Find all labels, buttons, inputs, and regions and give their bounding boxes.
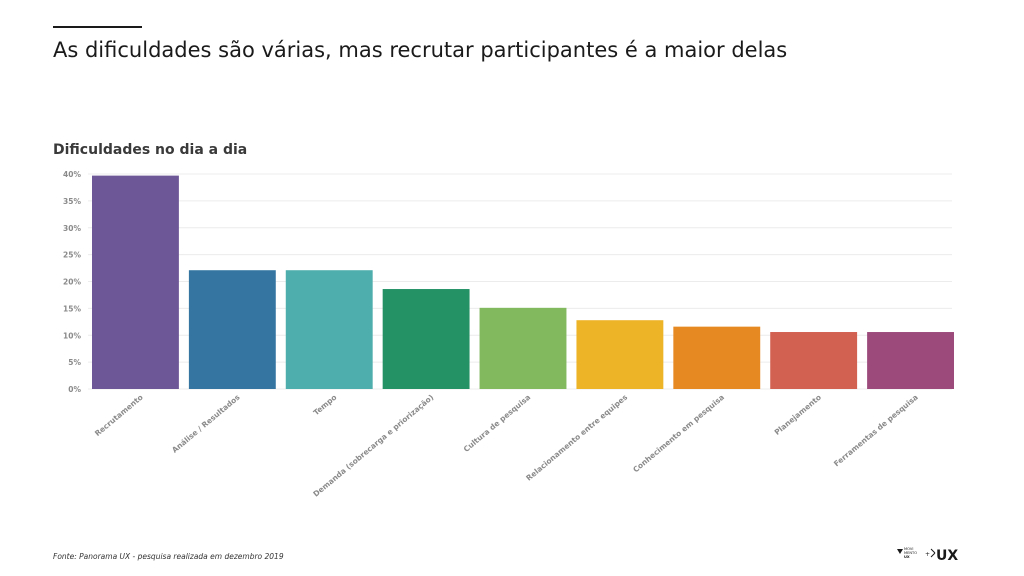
bar <box>479 307 567 389</box>
x-tick-label: Relacionamento entre equipes <box>524 392 629 482</box>
y-tick-label: 25% <box>63 251 81 260</box>
y-tick-label: 20% <box>63 278 81 287</box>
chart-title: Dificuldades no dia a dia <box>53 142 248 158</box>
bar <box>576 320 664 389</box>
y-tick-label: 35% <box>63 197 81 206</box>
page-title: As dificuldades são várias, mas recrutar… <box>53 38 788 62</box>
title-accent-line <box>53 26 142 28</box>
y-tick-label: 15% <box>63 304 81 313</box>
logo-line-1: MOVI <box>904 547 913 551</box>
x-tick-label: Ferramentas de pesquisa <box>832 393 920 469</box>
x-tick-label: Planejamento <box>773 393 823 437</box>
x-tick-label: Recrutamento <box>93 393 145 438</box>
logo-line-2: MENTO <box>904 551 917 555</box>
bar <box>770 332 858 389</box>
bar <box>188 270 276 389</box>
movimento-ux-logo: MOVI MENTO UX <box>897 547 917 559</box>
x-tick-label: Análise / Resultados <box>170 392 242 454</box>
source-footnote: Fonte: Panorama UX - pesquisa realizada … <box>53 552 284 561</box>
x-tick-label: Tempo <box>312 393 339 418</box>
logo-ux-text: UX <box>936 548 958 563</box>
bar <box>382 289 470 389</box>
y-tick-label: 10% <box>63 331 81 340</box>
logo-separator: + <box>925 551 930 558</box>
bar <box>867 332 954 389</box>
y-tick-label: 0% <box>68 385 81 394</box>
x-tick-label: Demanda (sobrecarga e priorização) <box>311 393 435 499</box>
x-tick-label: Conhecimento em pesquisa <box>631 393 726 475</box>
ux-logo: UX <box>930 548 958 563</box>
bar <box>92 175 179 389</box>
y-tick-label: 5% <box>68 358 81 367</box>
bar <box>285 270 373 389</box>
y-tick-label: 30% <box>63 224 81 233</box>
y-tick-label: 40% <box>63 170 81 179</box>
bar <box>673 326 761 389</box>
logo-line-3: UX <box>904 555 910 559</box>
x-tick-label: Cultura de pesquisa <box>462 393 533 454</box>
brand-logos: MOVI MENTO UX + UX <box>897 547 958 563</box>
